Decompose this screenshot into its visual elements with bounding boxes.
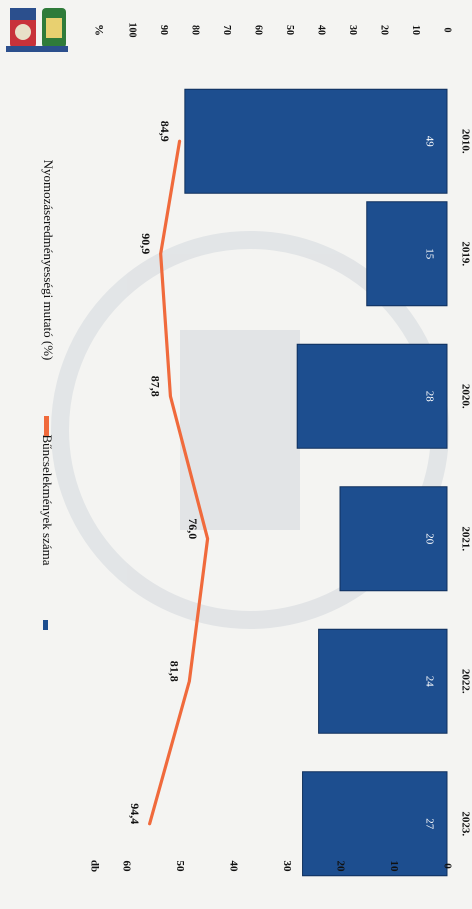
right-axis-title: % xyxy=(92,24,106,36)
legend-label-bars: Bűncselekmények száma xyxy=(40,434,55,565)
left-axis: 0 10 20 30 40 50 60 db xyxy=(88,860,453,872)
line-path xyxy=(148,139,210,826)
line-value-label: 76,0 xyxy=(186,518,200,539)
right-axis-tick-label: 80 xyxy=(190,25,201,35)
bar-series xyxy=(184,88,448,877)
right-axis-tick-label: 30 xyxy=(347,25,358,35)
bar-5 xyxy=(302,771,448,877)
bar-2 xyxy=(296,343,448,449)
bar-1 xyxy=(366,201,448,307)
legend-swatch-line xyxy=(44,416,49,436)
legend-swatch-bars xyxy=(43,620,48,630)
bar-value-label: 15 xyxy=(423,248,435,260)
line-value-label: 90,9 xyxy=(139,233,153,254)
left-axis-tick-label: 50 xyxy=(174,861,186,873)
category-label: 2021. xyxy=(459,526,471,551)
legend-label-line: Nyomozáseredményességi mutató (%) xyxy=(41,160,56,361)
line-value-label: 84,9 xyxy=(158,121,172,142)
bar-value-label: 49 xyxy=(423,136,435,148)
category-axis: 2010. 2019. 2020. 2021. 2022. 2023. xyxy=(459,129,471,837)
right-axis: 0 10 20 30 40 50 60 70 80 90 100% xyxy=(92,23,452,38)
category-label: 2019. xyxy=(459,241,471,266)
right-axis-tick-label: 50 xyxy=(284,25,295,35)
bar-4 xyxy=(318,628,448,734)
line-value-label: 87,8 xyxy=(149,376,163,397)
left-axis-tick-label: 40 xyxy=(227,861,239,873)
category-label: 2023. xyxy=(459,811,471,836)
police-crest-logo xyxy=(6,8,68,52)
right-axis-tick-label: 100 xyxy=(127,23,138,38)
line-value-label: 81,8 xyxy=(168,661,182,682)
category-label: 2022. xyxy=(459,669,471,694)
right-axis-tick-label: 60 xyxy=(253,25,264,35)
line-value-label: 94,4 xyxy=(128,803,142,824)
bar-value-label: 24 xyxy=(423,676,435,688)
left-axis-tick-label: 60 xyxy=(120,861,132,873)
legend: Bűncselekmények száma Nyomozáseredményess… xyxy=(40,160,56,630)
right-axis-tick-label: 10 xyxy=(410,25,421,35)
right-axis-tick-label: 40 xyxy=(316,25,327,35)
right-axis-tick-label: 70 xyxy=(221,25,232,35)
left-axis-tick-label: 30 xyxy=(281,861,293,873)
bar-value-label: 27 xyxy=(423,818,435,830)
right-axis-tick-label: 90 xyxy=(158,25,169,35)
bar-3 xyxy=(339,486,448,592)
bar-0 xyxy=(184,88,448,194)
line-series xyxy=(148,139,210,826)
bar-value-labels: 49 15 28 20 24 27 xyxy=(423,136,435,830)
category-label: 2010. xyxy=(459,129,471,154)
left-axis-title: db xyxy=(88,860,100,872)
bar-value-label: 20 xyxy=(423,533,435,545)
right-axis-tick-label: 0 xyxy=(442,28,453,33)
bar-value-label: 28 xyxy=(423,391,435,403)
line-value-labels: 84,9 90,9 87,8 76,0 81,8 94,4 xyxy=(128,121,200,825)
right-axis-tick-label: 20 xyxy=(379,25,390,35)
left-axis-tick-label: 10 xyxy=(388,861,400,873)
category-label: 2020. xyxy=(459,384,471,409)
left-axis-tick-label: 0 xyxy=(441,863,453,869)
left-axis-tick-label: 20 xyxy=(334,861,346,873)
